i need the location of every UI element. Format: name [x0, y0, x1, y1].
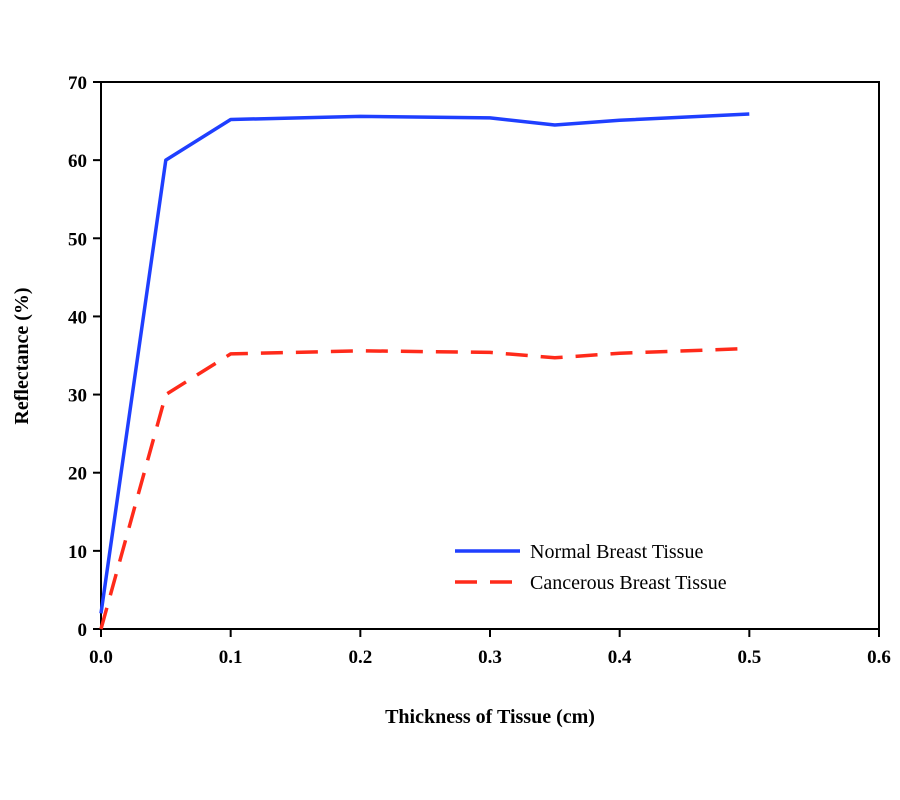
y-tick-label: 0: [78, 620, 88, 641]
y-tick-label: 70: [68, 73, 87, 94]
series-layer: [99, 112, 750, 630]
plot-area: [100, 81, 880, 630]
y-tick-label: 40: [68, 307, 87, 328]
x-axis-title: Thickness of Tissue (cm): [385, 706, 595, 728]
y-tick-label: 20: [68, 464, 87, 485]
series-line-cancerous: [99, 346, 750, 630]
y-tick-label: 60: [68, 151, 87, 172]
series-line-normal: [99, 112, 750, 614]
y-tick-label: 50: [68, 229, 87, 250]
y-axis-title: Reflectance (%): [11, 287, 33, 424]
x-tick-label: 0.0: [89, 647, 113, 668]
x-tick-label: 0.2: [348, 647, 372, 668]
y-tick-label: 10: [68, 542, 87, 563]
x-tick-label: 0.6: [867, 647, 891, 668]
legend-label: Cancerous Breast Tissue: [530, 572, 727, 594]
x-tick-label: 0.1: [219, 647, 243, 668]
x-tick-label: 0.4: [608, 647, 632, 668]
legend: Normal Breast Tissue Cancerous Breast Tis…: [455, 541, 727, 594]
y-tick-label: 30: [68, 386, 87, 407]
legend-label: Normal Breast Tissue: [530, 541, 703, 563]
x-tick-label: 0.3: [478, 647, 502, 668]
x-axis-ticks: 0.0 0.1 0.2 0.3 0.4 0.5 0.6: [89, 629, 891, 668]
y-axis-ticks: 0 10 20 30 40 50 60 70: [68, 73, 101, 641]
x-tick-label: 0.5: [737, 647, 761, 668]
